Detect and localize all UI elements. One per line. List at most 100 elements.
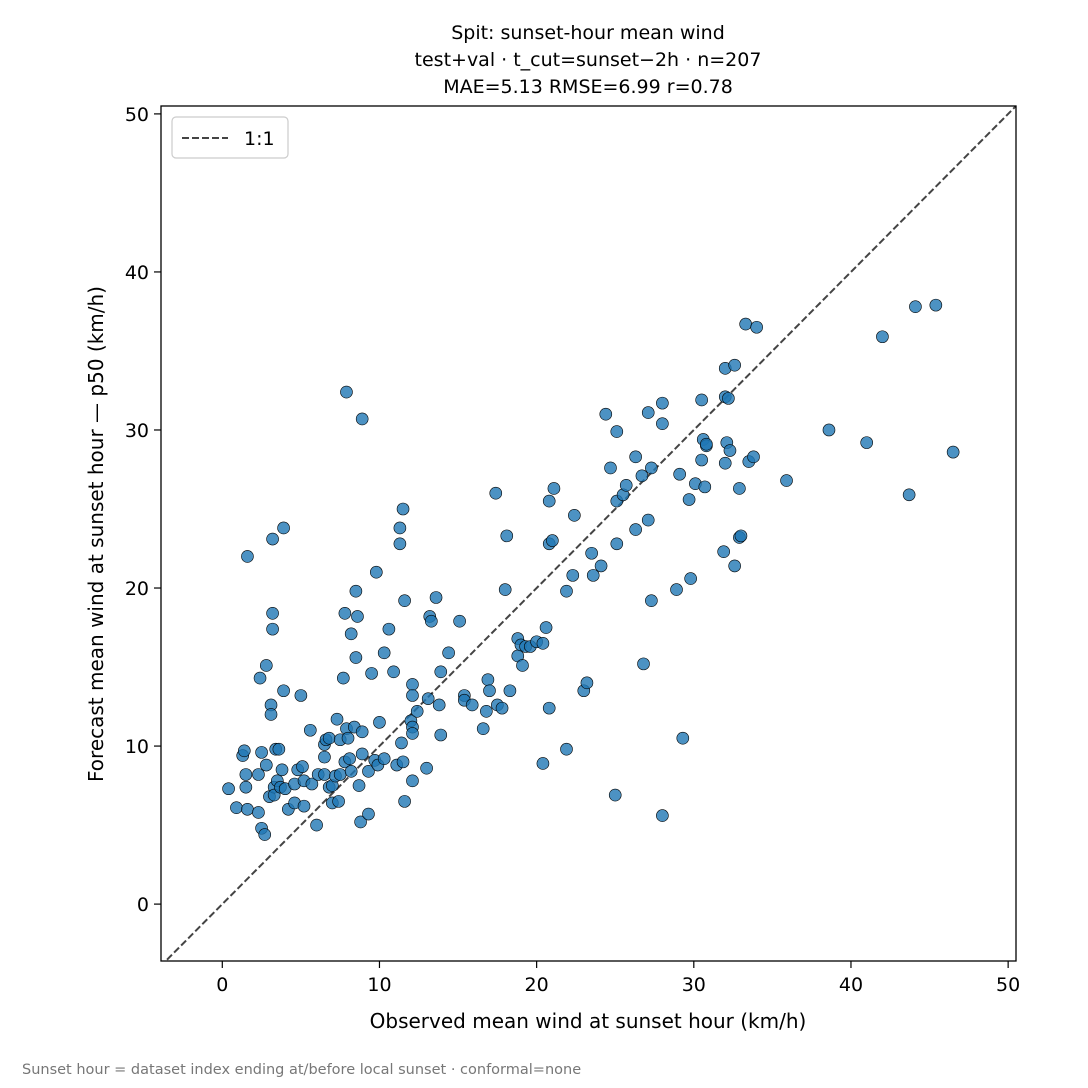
data-point [929,298,943,312]
data-point [352,779,366,792]
data-point [641,406,655,419]
data-point [425,614,438,628]
data-point [264,708,278,721]
data-point [275,763,289,777]
data-point [536,757,550,770]
data-point [373,716,386,729]
data-point [695,453,708,467]
data-point [260,758,273,772]
data-point [542,494,556,508]
data-point [946,445,960,459]
data-point [498,583,512,596]
data-point [635,469,649,483]
data-point [322,731,336,745]
y-tick-label: 20 [125,578,149,600]
data-point [780,474,793,487]
data-point [682,493,696,506]
data-point [333,768,347,781]
data-point [902,488,916,502]
data-point [393,537,407,551]
chart-title-line-2: test+val · t_cut=sunset−2h · n=207 [415,49,762,71]
chart-title-line-1: Spit: sunset-hour mean wind [451,22,725,44]
data-point [717,545,730,558]
data-point [629,523,642,536]
data-point [568,509,581,522]
data-point [341,731,355,745]
data-point [344,627,358,641]
data-point [676,731,690,745]
data-point [500,529,514,543]
data-point [237,744,251,758]
data-point [296,760,309,773]
data-point [645,461,658,475]
data-point [604,461,617,475]
data-point [546,534,559,547]
data-point [406,689,419,702]
data-point [734,529,748,543]
data-point [580,676,594,690]
data-point [344,765,358,778]
data-point [481,673,495,686]
data-point [230,801,243,815]
y-tick-label: 10 [125,736,149,758]
y-tick-label: 50 [125,104,149,126]
data-point [610,425,624,438]
x-tick-label: 30 [682,974,706,996]
chart-title-line-3: MAE=5.13 RMSE=6.99 r=0.78 [443,76,733,98]
data-point [876,330,889,344]
data-point [480,704,493,718]
data-point [599,407,613,421]
data-point [406,727,419,740]
data-point [610,537,624,551]
data-point [396,502,410,516]
data-point [318,750,331,764]
data-point [453,614,466,628]
y-axis-label: Forecast mean wind at sunset hour — p50 … [84,286,108,782]
data-point [239,768,253,781]
data-point [277,521,290,535]
data-point [398,795,411,808]
data-point [750,320,763,334]
data-point [370,565,383,579]
data-point [723,444,737,457]
data-point [434,728,448,742]
data-point [395,736,408,750]
data-point [429,591,443,604]
data-point [355,747,369,761]
data-point [442,646,455,660]
data-point [260,659,273,672]
data-point [700,437,713,451]
data-point [728,358,741,372]
data-point [465,698,479,712]
x-tick-label: 40 [839,974,863,996]
data-point [747,450,760,464]
data-point [629,450,642,464]
data-point [297,799,311,813]
data-point [332,795,345,808]
data-point [619,478,633,492]
data-point [266,607,279,620]
data-point [432,698,446,712]
data-point [354,815,367,829]
data-point [222,782,235,796]
plot-frame [160,105,1017,962]
data-point [305,777,319,791]
data-point [560,584,573,598]
x-tick-label: 20 [525,974,549,996]
data-point [483,684,496,698]
data-point [241,550,254,563]
legend-box [171,116,289,159]
data-point [656,417,669,430]
data-point [255,746,268,759]
data-point [670,583,683,596]
data-point [318,768,331,781]
footnote: Sunset hour = dataset index ending at/be… [22,1062,582,1078]
data-point [495,701,509,715]
scatter-chart: Spit: sunset-hour mean wind test+val · t… [84,22,1020,1033]
data-point [739,317,752,331]
x-tick-label: 50 [996,974,1020,996]
data-point [695,393,708,407]
data-point [656,396,669,410]
data-point [539,621,553,634]
data-point [393,521,407,535]
